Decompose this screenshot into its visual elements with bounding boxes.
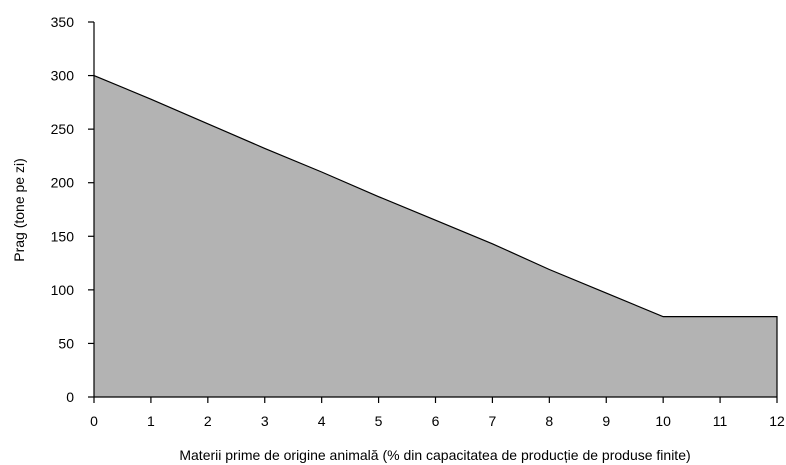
x-tick-label: 7	[489, 413, 497, 429]
y-tick-label: 300	[51, 68, 75, 84]
x-tick-label: 3	[261, 413, 269, 429]
x-tick-label: 10	[655, 413, 671, 429]
x-tick-label: 6	[432, 413, 440, 429]
x-axis-title: Materii prime de origine animală (% din …	[179, 447, 690, 463]
y-tick-label: 200	[51, 175, 75, 191]
x-tick-label: 9	[602, 413, 610, 429]
series-line	[93, 75, 778, 397]
x-tick-label: 8	[545, 413, 553, 429]
x-tick-label: 1	[147, 413, 155, 429]
x-tick-label: 2	[204, 413, 212, 429]
y-tick-label: 250	[51, 121, 75, 137]
y-axis-title: Prag (tone pe zi)	[11, 158, 27, 262]
x-tick-label: 0	[90, 413, 98, 429]
x-tick-label: 11	[713, 413, 728, 429]
y-tick-label: 50	[58, 335, 74, 351]
plot-area	[93, 75, 778, 398]
y-tick-label: 150	[51, 228, 75, 244]
y-tick-label: 0	[66, 389, 74, 405]
y-tick-label: 100	[51, 282, 75, 298]
y-axis: 0 50 100 150 200 250 300 350	[51, 14, 95, 405]
x-axis: 0 1 2 3 4 5 6 7 8 9 10 11 12	[90, 396, 785, 429]
area-fill	[94, 75, 777, 398]
x-tick-label: 12	[769, 413, 785, 429]
y-tick-label: 350	[51, 14, 75, 30]
x-tick-label: 5	[375, 413, 383, 429]
x-tick-label: 4	[318, 413, 326, 429]
